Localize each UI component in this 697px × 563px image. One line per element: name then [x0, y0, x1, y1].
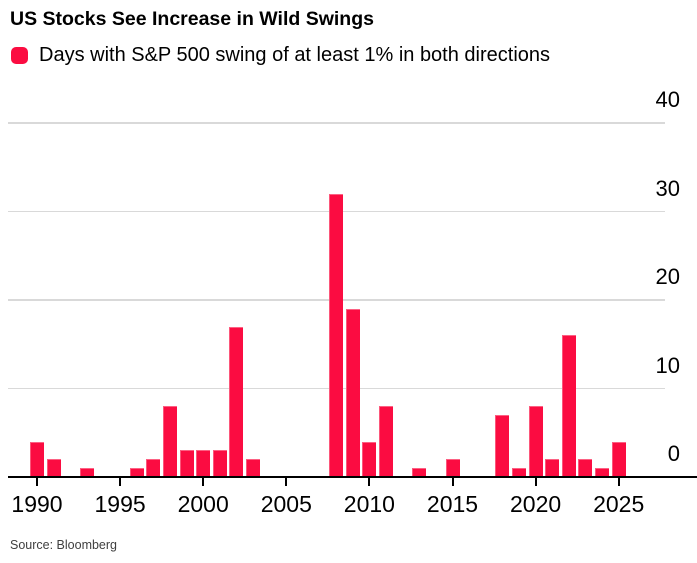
bar — [162, 406, 177, 477]
legend-label: Days with S&P 500 swing of at least 1% i… — [39, 44, 551, 66]
x-axis-label: 2005 — [260, 491, 312, 517]
legend-swatch-icon — [11, 47, 28, 64]
bar — [578, 459, 593, 477]
bar — [146, 459, 161, 477]
legend: Days with S&P 500 swing of at least 1% i… — [11, 44, 550, 67]
x-axis-tick — [368, 478, 371, 486]
bar — [329, 193, 344, 477]
bar — [229, 326, 244, 477]
chart-title: US Stocks See Increase in Wild Swings — [10, 8, 374, 30]
bar — [129, 468, 144, 477]
x-axis-tick — [617, 478, 620, 486]
bar — [445, 459, 460, 477]
bar — [46, 459, 61, 477]
bar — [79, 468, 94, 477]
gridline — [8, 122, 665, 124]
bar — [212, 450, 227, 477]
x-axis-label: 1990 — [11, 491, 63, 517]
x-axis-tick — [36, 478, 38, 486]
x-axis-tick — [285, 478, 288, 486]
bar — [611, 441, 626, 477]
x-axis-tick — [534, 478, 537, 486]
x-axis-tick — [451, 478, 454, 486]
bar — [379, 406, 394, 477]
bar — [345, 308, 360, 477]
y-axis-label: 10 — [655, 352, 680, 378]
bar — [528, 406, 543, 477]
bar — [179, 450, 194, 477]
bar — [595, 468, 610, 477]
x-axis-label: 2020 — [510, 491, 562, 517]
bar — [545, 459, 560, 477]
bar — [511, 468, 526, 477]
y-axis-label: 30 — [655, 175, 680, 201]
y-axis-label: 20 — [655, 264, 680, 289]
x-axis-line — [8, 476, 697, 478]
x-axis-tick — [119, 478, 122, 486]
bar — [30, 441, 44, 477]
bar — [246, 459, 261, 477]
x-axis-label: 2010 — [343, 491, 395, 517]
x-axis-label: 1995 — [94, 491, 146, 517]
x-axis-label: 2015 — [426, 491, 479, 517]
bar — [561, 335, 576, 477]
x-axis-label: 2000 — [177, 491, 229, 517]
bar — [495, 415, 510, 477]
y-axis-label: 0 — [667, 441, 680, 466]
x-axis-label: 2025 — [593, 491, 645, 517]
bar — [362, 441, 377, 477]
source-attribution: Source: Bloomberg — [10, 538, 118, 552]
y-axis-label: 40 — [655, 87, 680, 112]
bar — [196, 450, 211, 477]
bar — [412, 468, 427, 477]
x-axis-tick — [202, 478, 205, 486]
